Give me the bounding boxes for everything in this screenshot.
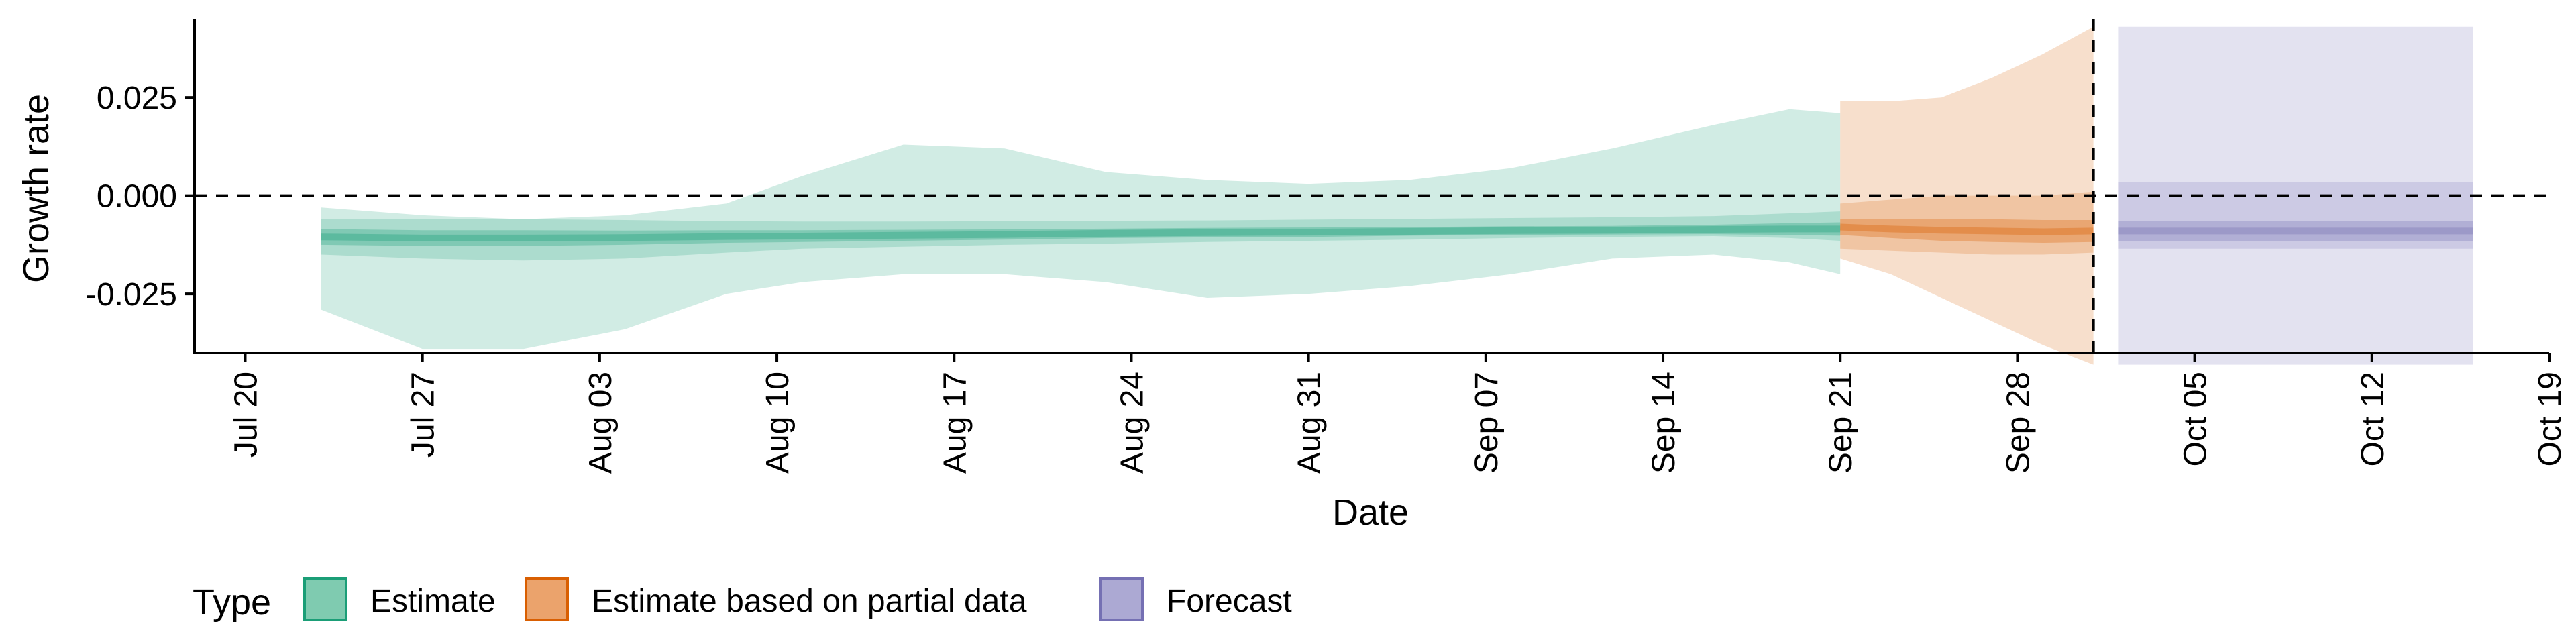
median-line-layer (321, 223, 2473, 241)
legend-swatch (303, 577, 347, 621)
estimate-based-on-partial-data-band-90 (1840, 191, 2094, 255)
forecast-band-outer (2118, 26, 2473, 365)
x-tick-label: Oct 12 (2355, 372, 2391, 466)
legend: Type Estimate Estimate based on partial d… (193, 577, 1292, 623)
estimate-based-on-partial-data-band-50 (1840, 219, 2094, 243)
estimate-median-line (321, 225, 1841, 241)
estimate-band-50 (321, 222, 1841, 246)
forecast-band-90 (2118, 182, 2473, 249)
x-tick-label: Sep 14 (1646, 372, 1682, 474)
x-tick-label: Sep 28 (2000, 372, 2036, 474)
legend-swatch (1099, 577, 1144, 621)
forecast-band-50 (2118, 221, 2473, 241)
legend-title: Type (193, 582, 271, 623)
y-tick-label: 0.025 (97, 80, 177, 116)
legend-label: Forecast (1167, 584, 1292, 619)
x-tick-label: Sep 21 (1823, 372, 1859, 474)
x-tick-label: Aug 17 (937, 372, 973, 474)
x-axis-label: Date (1332, 492, 1409, 533)
estimate-band-90 (321, 211, 1841, 261)
x-tick-label: Aug 31 (1292, 372, 1328, 474)
x-tick-label: Aug 10 (760, 372, 796, 474)
ribbon-layer (321, 26, 2473, 365)
x-tick-label: Sep 07 (1469, 372, 1505, 474)
y-axis-ticks: -0.025 0.000 0.025 (86, 80, 195, 313)
x-tick-label: Oct 19 (2532, 372, 2568, 466)
x-tick-label: Aug 03 (583, 372, 619, 474)
y-tick-label: 0.000 (97, 179, 177, 215)
y-axis-label: Growth rate (16, 94, 56, 283)
legend-swatch (525, 577, 569, 621)
x-tick-label: Aug 24 (1115, 372, 1150, 474)
x-axis-ticks: Jul 20 Jul 27 Aug 03 Aug 10 Aug 17 Aug 24 Aug … (229, 353, 2568, 474)
legend-label: Estimate based on partial data (592, 584, 1027, 619)
x-tick-label: Oct 05 (2178, 372, 2214, 466)
x-tick-label: Jul 27 (406, 372, 441, 458)
y-tick-label: -0.025 (86, 277, 177, 313)
estimate-band-outer (321, 109, 1841, 350)
x-tick-label: Jul 20 (229, 372, 264, 458)
legend-label: Estimate (370, 584, 496, 619)
estimate-based-on-partial-data-median-line (1840, 223, 2094, 235)
